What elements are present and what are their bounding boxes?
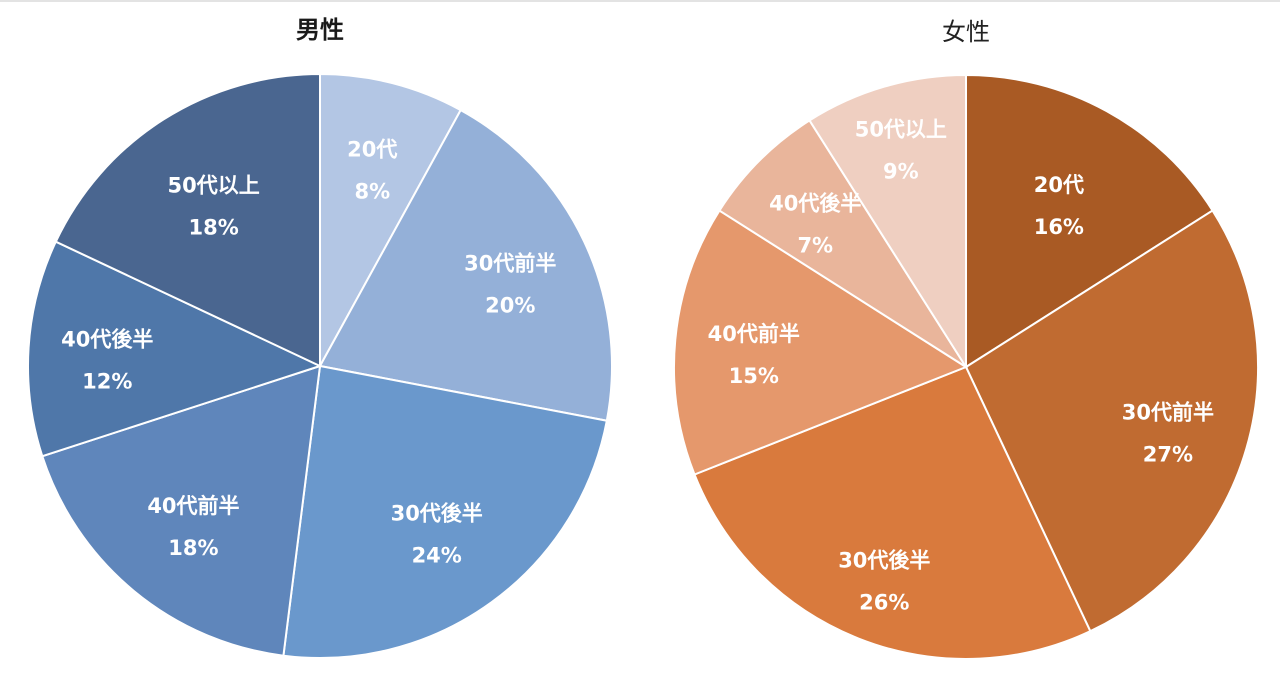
male-slice-1 [318, 108, 613, 422]
female-slice-5 [808, 73, 967, 371]
male-slice-category-label-2: 30代後半 [391, 502, 483, 526]
female-slice-0 [965, 73, 1214, 369]
female-slice-category-label-1: 30代前半 [1122, 401, 1214, 425]
male-chart-title: 男性 [296, 16, 344, 44]
male-slice-category-label-3: 40代前半 [147, 494, 239, 518]
top-border [0, 0, 1280, 2]
female-slice-value-label-5: 9% [883, 160, 919, 184]
male-slice-category-label-4: 40代後半 [61, 328, 153, 352]
female-slice-category-label-0: 20代 [1034, 173, 1084, 197]
male-slice-value-label-5: 18% [188, 215, 238, 239]
female-slice-value-label-2: 26% [859, 590, 909, 614]
female-slice-value-label-4: 7% [797, 233, 833, 257]
female-chart-title: 女性 [942, 18, 990, 46]
female-slice-value-label-1: 27% [1143, 443, 1193, 467]
female-slice-category-label-4: 40代後半 [769, 191, 861, 215]
female-pie-chart: 女性 20代 16% 30代前半 27% 30代後半 26% 40代前半 15% 40代後半 7%… [673, 18, 1259, 660]
female-slice-2 [693, 365, 1092, 660]
male-slice-3 [41, 364, 322, 657]
female-slice-value-label-0: 16% [1034, 215, 1084, 239]
male-slice-category-label-1: 30代前半 [464, 251, 556, 275]
male-slice-value-label-2: 24% [412, 544, 462, 568]
male-slice-0 [319, 72, 463, 367]
female-slice-3 [673, 209, 969, 476]
female-slice-value-label-3: 15% [729, 364, 779, 388]
male-slice-value-label-0: 8% [354, 179, 390, 203]
male-slice-4 [27, 240, 323, 458]
female-slice-4 [718, 119, 967, 368]
male-slice-value-label-3: 18% [168, 536, 218, 560]
male-slice-5 [54, 72, 321, 368]
male-slice-category-label-0: 20代 [347, 137, 397, 161]
male-slice-category-label-5: 50代以上 [167, 173, 259, 197]
male-pie-chart: 男性 20代 8% 30代前半 20% 30代後半 24% 40代前半 18% 40代後半 12%… [27, 16, 613, 659]
male-slice-value-label-1: 20% [485, 293, 535, 317]
female-slice-category-label-2: 30代後半 [838, 548, 930, 572]
male-slice-value-label-4: 12% [82, 370, 132, 394]
male-slice-2 [282, 364, 608, 659]
female-slice-category-label-5: 50代以上 [855, 118, 947, 142]
female-slice-1 [964, 209, 1259, 633]
female-slice-category-label-3: 40代前半 [708, 322, 800, 346]
